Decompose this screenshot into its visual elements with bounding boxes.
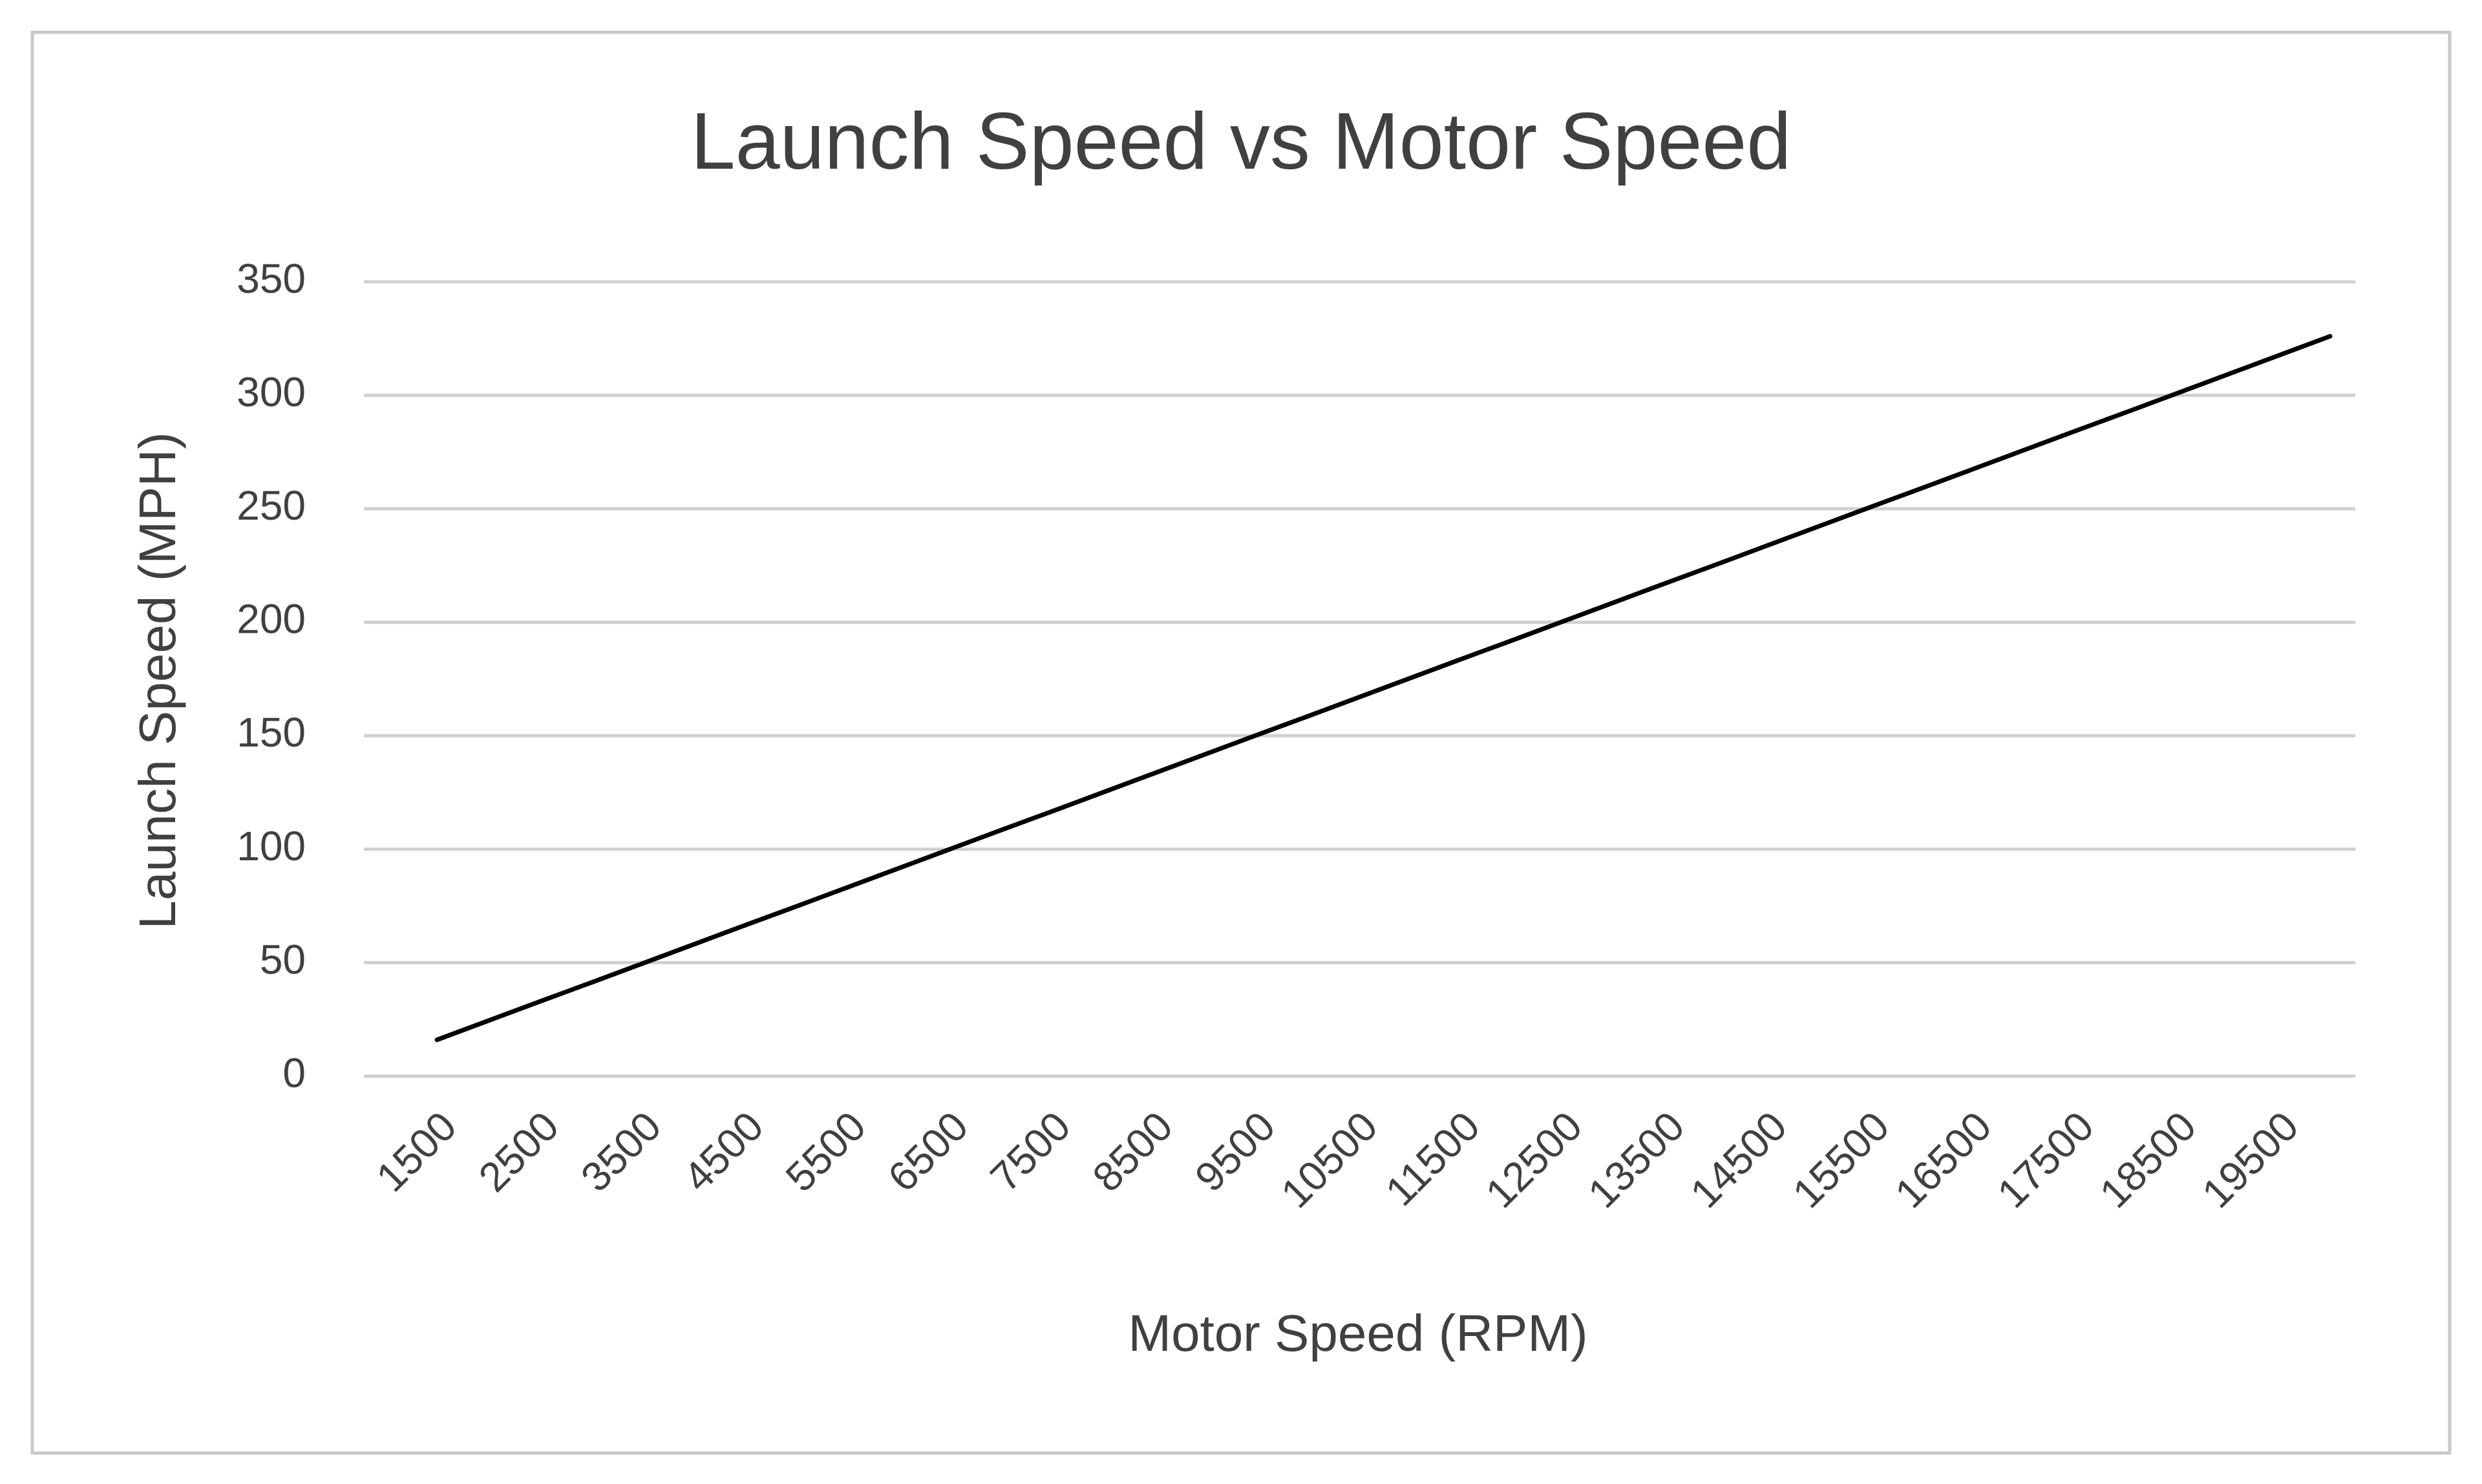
y-tick-label: 200 [237, 596, 306, 642]
y-tick-label: 0 [282, 1050, 306, 1096]
y-tick-label: 300 [237, 368, 306, 415]
y-tick-label: 350 [237, 255, 306, 302]
data-line [434, 334, 2333, 1043]
y-axis-title: Launch Speed (MPH) [129, 432, 186, 929]
y-tick-label: 50 [260, 936, 306, 982]
y-tick-label: 100 [237, 823, 306, 869]
chart-title: Launch Speed vs Motor Speed [691, 97, 1792, 186]
x-axis-title: Motor Speed (RPM) [1128, 1304, 1587, 1362]
y-tick-label: 250 [237, 482, 306, 529]
y-tick-label: 150 [237, 709, 306, 756]
